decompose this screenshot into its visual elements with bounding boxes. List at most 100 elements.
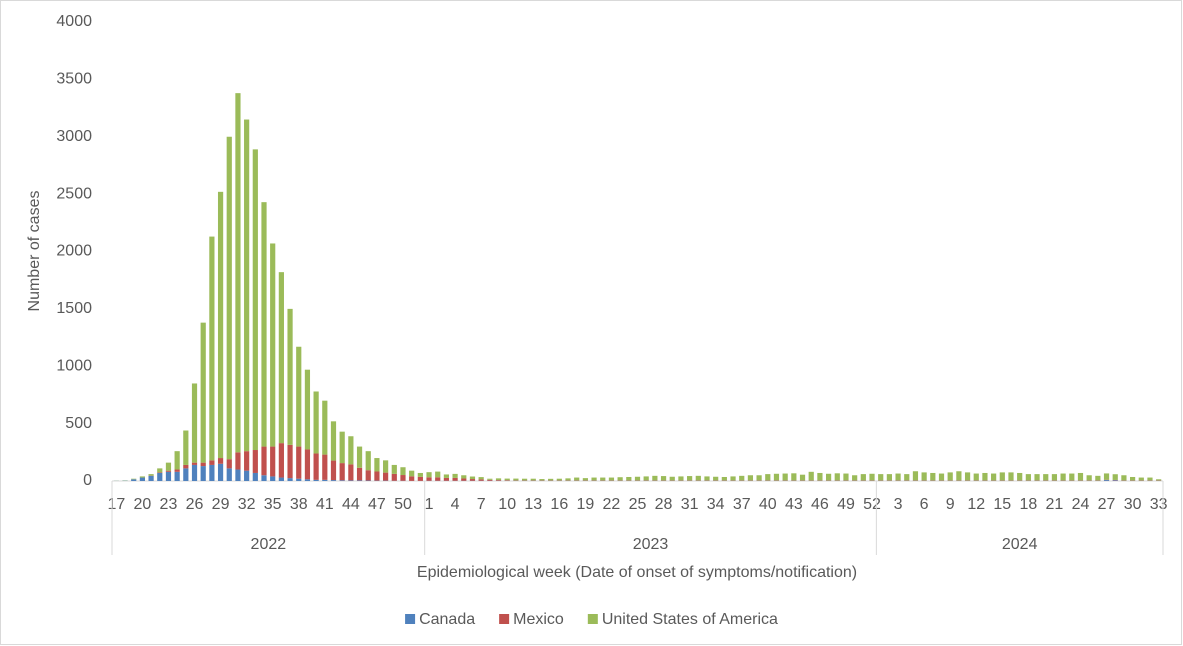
- bar: [565, 478, 571, 481]
- bar: [999, 472, 1005, 481]
- bar: [1025, 474, 1031, 481]
- bar: [808, 471, 814, 481]
- bar: [825, 473, 832, 481]
- bar: [200, 322, 206, 463]
- bar: [904, 474, 910, 481]
- bar: [1103, 480, 1110, 481]
- bar: [1147, 477, 1153, 481]
- bar: [469, 479, 476, 481]
- bar: [304, 479, 311, 481]
- bar: [296, 346, 302, 447]
- bar: [756, 475, 762, 481]
- x-tick-label: 13: [524, 496, 542, 513]
- x-tick-label: 18: [1019, 496, 1037, 513]
- bar: [226, 468, 232, 481]
- bar: [878, 474, 884, 481]
- bar: [1077, 472, 1084, 481]
- bar: [1086, 475, 1092, 481]
- bar: [869, 473, 875, 481]
- y-tick-label: 2500: [56, 185, 92, 202]
- bar: [356, 480, 363, 481]
- bar: [930, 472, 936, 481]
- bar: [157, 468, 163, 473]
- bar: [322, 454, 328, 480]
- bar: [574, 477, 580, 481]
- bar: [591, 477, 597, 481]
- bar: [600, 477, 606, 481]
- bar: [426, 477, 432, 481]
- bar: [330, 421, 337, 461]
- bar: [400, 475, 406, 481]
- x-tick-label: 19: [576, 496, 594, 513]
- bar: [461, 478, 467, 481]
- bar: [695, 475, 701, 481]
- x-tick-label: 23: [160, 496, 178, 513]
- bar: [365, 451, 371, 471]
- bar: [287, 444, 293, 479]
- bar: [261, 475, 267, 481]
- bar: [174, 469, 180, 472]
- bar: [852, 475, 858, 481]
- bar: [165, 471, 172, 481]
- bar: [921, 472, 927, 481]
- x-tick-label: 9: [946, 496, 955, 513]
- group-label: 2023: [633, 536, 669, 553]
- bar: [478, 479, 484, 481]
- bar: [296, 478, 302, 481]
- bar: [304, 369, 311, 450]
- bar: [183, 468, 189, 481]
- x-tick-label: 37: [733, 496, 751, 513]
- legend-swatch: [499, 614, 510, 624]
- x-axis-title: Epidemiological week (Date of onset of s…: [417, 564, 857, 581]
- bar: [191, 462, 198, 465]
- x-tick-label: 17: [107, 496, 125, 513]
- bar: [713, 476, 719, 481]
- bar: [244, 470, 250, 481]
- bar: [417, 476, 423, 481]
- bar: [469, 476, 476, 480]
- x-tick-label: 40: [759, 496, 777, 513]
- y-tick-label: 1500: [56, 300, 92, 317]
- bar: [217, 463, 224, 481]
- bar: [200, 462, 206, 467]
- bar: [739, 475, 745, 481]
- bar: [270, 476, 276, 481]
- bar: [209, 236, 215, 461]
- bar: [608, 477, 615, 481]
- bar: [799, 474, 806, 481]
- bar: [687, 476, 693, 481]
- x-tick-label: 15: [993, 496, 1011, 513]
- bar: [556, 478, 562, 481]
- bar: [1112, 480, 1118, 481]
- group-label: 2024: [1002, 536, 1038, 553]
- bar: [634, 476, 641, 481]
- x-tick-label: 32: [238, 496, 256, 513]
- bar: [860, 474, 866, 481]
- bar: [443, 474, 450, 478]
- bar: [435, 477, 441, 481]
- bar: [139, 477, 146, 481]
- x-tick-label: 12: [967, 496, 985, 513]
- x-tick-label: 27: [1098, 496, 1116, 513]
- x-tick-label: 46: [811, 496, 829, 513]
- x-tick-label: 41: [316, 496, 334, 513]
- bar: [834, 473, 840, 481]
- bar: [1156, 479, 1162, 481]
- bar: [1112, 474, 1118, 480]
- x-tick-label: 20: [134, 496, 152, 513]
- bar: [174, 471, 180, 481]
- x-tick-label: 26: [186, 496, 204, 513]
- bar: [287, 308, 293, 445]
- bar: [383, 460, 389, 473]
- bar: [912, 471, 919, 481]
- x-tick-label: 47: [368, 496, 386, 513]
- bar: [365, 470, 371, 481]
- x-tick-label: 38: [290, 496, 308, 513]
- bar: [322, 400, 328, 455]
- bar: [504, 478, 510, 481]
- bar: [270, 446, 276, 477]
- bar: [452, 473, 458, 478]
- bar: [765, 474, 771, 481]
